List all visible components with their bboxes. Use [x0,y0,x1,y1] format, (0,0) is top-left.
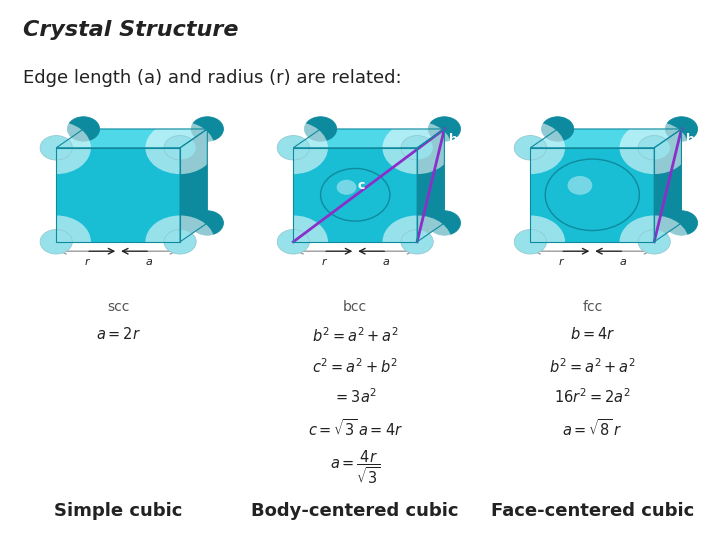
Text: c: c [358,179,365,192]
Circle shape [382,215,452,268]
Circle shape [638,136,670,160]
Text: a: a [620,257,626,267]
Circle shape [567,176,593,195]
Text: $a = 2r$: $a = 2r$ [96,326,140,342]
Text: Crystal Structure: Crystal Structure [22,20,238,40]
Text: $b^2 = a^2 + a^2$: $b^2 = a^2 + a^2$ [312,326,399,345]
Text: $16r^2 = 2a^2$: $16r^2 = 2a^2$ [554,388,631,407]
Circle shape [428,117,461,141]
Circle shape [277,136,310,160]
Circle shape [145,122,215,174]
Circle shape [495,215,565,268]
Text: $c^2 = a^2 + b^2$: $c^2 = a^2 + b^2$ [312,357,398,376]
Circle shape [619,215,689,268]
Circle shape [145,215,215,268]
Text: $c = \sqrt{3}\,a = 4r$: $c = \sqrt{3}\,a = 4r$ [307,418,402,439]
Circle shape [428,211,461,235]
Circle shape [514,230,546,254]
Text: Edge length (a) and radius (r) are related:: Edge length (a) and radius (r) are relat… [22,69,401,86]
Polygon shape [293,148,417,242]
Circle shape [514,136,546,160]
Circle shape [192,211,223,235]
Circle shape [337,180,356,195]
Circle shape [68,117,99,141]
Text: Body-centered cubic: Body-centered cubic [251,502,459,520]
Text: $= 3a^2$: $= 3a^2$ [333,388,377,407]
Polygon shape [654,129,681,242]
Circle shape [638,230,670,254]
Text: $a = \sqrt{8}\,r$: $a = \sqrt{8}\,r$ [562,418,622,439]
Circle shape [320,168,390,221]
Circle shape [401,136,433,160]
Polygon shape [56,148,180,242]
Circle shape [495,122,565,174]
Text: a: a [145,257,153,267]
Circle shape [277,230,310,254]
Circle shape [22,215,91,268]
Circle shape [22,122,91,174]
Circle shape [40,230,72,254]
Circle shape [258,215,328,268]
Circle shape [305,117,337,141]
Polygon shape [531,148,654,242]
Circle shape [665,117,698,141]
Circle shape [68,211,99,235]
Polygon shape [531,129,681,148]
Circle shape [164,136,196,160]
Circle shape [665,211,698,235]
Text: r: r [322,257,327,267]
Circle shape [541,117,574,141]
Circle shape [619,122,689,174]
Text: r: r [85,257,89,267]
Circle shape [401,230,433,254]
Circle shape [258,122,328,174]
Polygon shape [180,129,207,242]
Circle shape [382,122,452,174]
Text: fcc: fcc [582,300,603,314]
Text: bcc: bcc [343,300,367,314]
Circle shape [305,211,337,235]
Text: r: r [559,257,564,267]
Text: $b^2 = a^2 + a^2$: $b^2 = a^2 + a^2$ [549,357,636,376]
Text: $b = 4r$: $b = 4r$ [570,326,615,342]
Circle shape [164,230,196,254]
Circle shape [541,211,574,235]
Text: scc: scc [107,300,130,314]
Circle shape [40,136,72,160]
Text: a: a [383,257,390,267]
Text: b: b [686,133,696,146]
Polygon shape [56,129,207,148]
Polygon shape [293,129,444,148]
Circle shape [192,117,223,141]
Text: b: b [449,133,458,146]
Polygon shape [417,129,444,242]
Circle shape [545,159,639,231]
Text: Face-centered cubic: Face-centered cubic [490,502,694,520]
Text: Simple cubic: Simple cubic [54,502,182,520]
Text: $a = \dfrac{4r}{\sqrt{3}}$: $a = \dfrac{4r}{\sqrt{3}}$ [330,449,381,487]
